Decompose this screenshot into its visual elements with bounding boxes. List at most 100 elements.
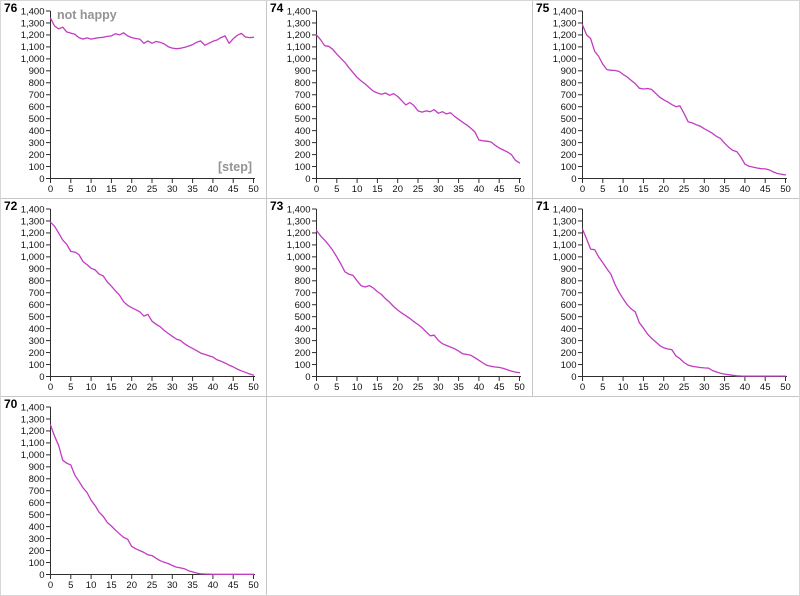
svg-text:700: 700 [29, 486, 45, 497]
svg-text:25: 25 [413, 382, 424, 393]
svg-text:15: 15 [106, 184, 117, 195]
panel-number: 72 [4, 199, 18, 213]
svg-text:600: 600 [295, 102, 311, 113]
svg-text:30: 30 [167, 580, 178, 591]
svg-text:50: 50 [248, 382, 259, 393]
svg-text:40: 40 [208, 184, 219, 195]
svg-text:45: 45 [494, 382, 505, 393]
svg-text:25: 25 [679, 184, 690, 195]
svg-text:0: 0 [571, 174, 576, 185]
svg-text:1,000: 1,000 [21, 54, 45, 65]
svg-text:35: 35 [453, 382, 464, 393]
svg-text:1,100: 1,100 [553, 240, 577, 251]
svg-text:600: 600 [295, 300, 311, 311]
svg-text:45: 45 [760, 382, 771, 393]
svg-text:35: 35 [187, 580, 198, 591]
svg-text:200: 200 [295, 150, 311, 161]
svg-text:0: 0 [580, 382, 585, 393]
svg-text:800: 800 [29, 78, 45, 89]
svg-text:40: 40 [740, 184, 751, 195]
svg-text:1,300: 1,300 [287, 18, 311, 29]
svg-text:10: 10 [352, 184, 363, 195]
svg-text:900: 900 [29, 264, 45, 275]
svg-text:1,200: 1,200 [553, 30, 577, 41]
svg-text:1,200: 1,200 [21, 228, 45, 239]
svg-text:400: 400 [295, 126, 311, 137]
svg-text:1,300: 1,300 [287, 216, 311, 227]
svg-text:20: 20 [126, 184, 137, 195]
svg-text:1,300: 1,300 [553, 18, 577, 29]
svg-text:0: 0 [39, 372, 44, 383]
svg-text:5: 5 [68, 382, 73, 393]
svg-text:50: 50 [248, 580, 259, 591]
svg-text:20: 20 [392, 382, 403, 393]
svg-text:45: 45 [228, 580, 239, 591]
svg-text:1,400: 1,400 [553, 6, 577, 17]
svg-text:0: 0 [305, 174, 310, 185]
svg-text:700: 700 [29, 288, 45, 299]
panel-number: 73 [270, 199, 284, 213]
svg-text:20: 20 [126, 580, 137, 591]
svg-text:5: 5 [600, 184, 605, 195]
svg-text:1,300: 1,300 [21, 414, 45, 425]
svg-text:0: 0 [314, 184, 319, 195]
svg-text:900: 900 [295, 66, 311, 77]
svg-text:20: 20 [658, 184, 669, 195]
svg-text:500: 500 [29, 312, 45, 323]
svg-text:50: 50 [514, 382, 525, 393]
svg-text:1,100: 1,100 [21, 42, 45, 53]
svg-text:100: 100 [295, 162, 311, 173]
line-chart-canvas: 01002003004005006007008009001,0001,1001,… [21, 402, 259, 591]
svg-text:500: 500 [29, 510, 45, 521]
svg-text:200: 200 [29, 348, 45, 359]
svg-text:700: 700 [561, 90, 577, 101]
svg-text:400: 400 [29, 324, 45, 335]
svg-text:900: 900 [29, 66, 45, 77]
svg-text:700: 700 [295, 90, 311, 101]
svg-text:1,000: 1,000 [287, 252, 311, 263]
plot-panel-75: 75 0 100 200 300 400 500 600 700 800 900 1,000 1,10… [533, 1, 799, 199]
svg-text:600: 600 [561, 102, 577, 113]
svg-text:30: 30 [167, 382, 178, 393]
svg-text:1,200: 1,200 [287, 30, 311, 41]
svg-text:35: 35 [453, 184, 464, 195]
svg-text:800: 800 [561, 78, 577, 89]
svg-text:50: 50 [780, 184, 791, 195]
svg-text:800: 800 [295, 276, 311, 287]
svg-text:1,400: 1,400 [21, 204, 45, 215]
svg-text:0: 0 [580, 184, 585, 195]
line-chart-canvas: 01002003004005006007008009001,0001,1001,… [287, 6, 525, 195]
svg-text:100: 100 [29, 360, 45, 371]
svg-text:5: 5 [68, 184, 73, 195]
svg-text:25: 25 [413, 184, 424, 195]
svg-text:300: 300 [295, 336, 311, 347]
svg-text:20: 20 [658, 382, 669, 393]
svg-text:1,400: 1,400 [21, 402, 45, 413]
svg-text:300: 300 [29, 138, 45, 149]
svg-text:50: 50 [514, 184, 525, 195]
plot-panel-76: 76 not happy [step] 0 100 200 300 400 500 600 7… [1, 1, 267, 199]
svg-text:200: 200 [561, 348, 577, 359]
svg-text:1,300: 1,300 [21, 216, 45, 227]
svg-text:300: 300 [295, 138, 311, 149]
plot-panel-71: 71 0 100 200 300 400 500 600 700 800 900 1,000 1,10… [533, 199, 799, 397]
svg-text:1,400: 1,400 [553, 204, 577, 215]
svg-text:700: 700 [29, 90, 45, 101]
x-axis-label: [step] [217, 160, 252, 174]
line-chart-canvas: 01002003004005006007008009001,0001,1001,… [287, 204, 525, 393]
svg-text:1,000: 1,000 [553, 252, 577, 263]
svg-text:300: 300 [29, 534, 45, 545]
svg-text:1,400: 1,400 [287, 204, 311, 215]
panel-number: 70 [4, 397, 18, 411]
svg-text:0: 0 [305, 372, 310, 383]
svg-text:20: 20 [392, 184, 403, 195]
svg-text:100: 100 [29, 558, 45, 569]
svg-text:5: 5 [68, 580, 73, 591]
svg-text:30: 30 [699, 184, 710, 195]
svg-text:500: 500 [295, 312, 311, 323]
svg-text:700: 700 [561, 288, 577, 299]
svg-text:0: 0 [39, 174, 44, 185]
svg-text:700: 700 [295, 288, 311, 299]
svg-text:10: 10 [86, 184, 97, 195]
svg-text:5: 5 [600, 382, 605, 393]
